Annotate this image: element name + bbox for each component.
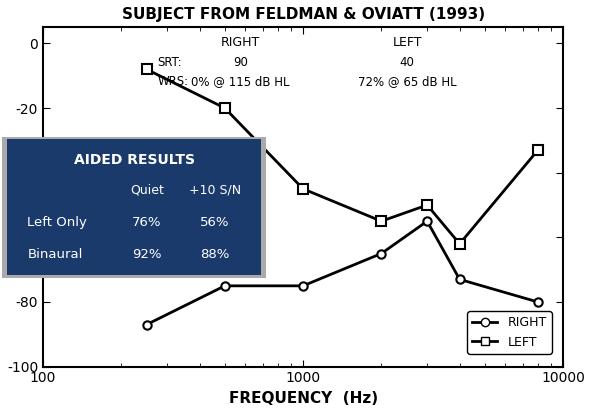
Text: 76%: 76% <box>133 216 162 229</box>
RIGHT <box>456 277 463 282</box>
LEFT <box>300 186 307 191</box>
RIGHT <box>221 283 229 288</box>
Bar <box>7 139 262 275</box>
Line: RIGHT: RIGHT <box>142 217 542 329</box>
Line: LEFT: LEFT <box>141 64 543 249</box>
LEFT <box>535 147 542 152</box>
RIGHT <box>143 322 150 327</box>
Text: RIGHT: RIGHT <box>221 36 260 49</box>
Text: WRS:: WRS: <box>157 76 189 88</box>
Bar <box>2 137 266 278</box>
Title: SUBJECT FROM FELDMAN & OVIATT (1993): SUBJECT FROM FELDMAN & OVIATT (1993) <box>121 7 485 22</box>
Text: AIDED RESULTS: AIDED RESULTS <box>73 153 195 167</box>
X-axis label: FREQUENCY  (Hz): FREQUENCY (Hz) <box>229 391 378 406</box>
Text: 72% @ 65 dB HL: 72% @ 65 dB HL <box>358 76 456 88</box>
RIGHT <box>535 299 542 304</box>
Text: 88%: 88% <box>200 248 229 261</box>
RIGHT <box>378 251 385 256</box>
Text: SRT:: SRT: <box>157 56 182 69</box>
Text: 0% @ 115 dB HL: 0% @ 115 dB HL <box>191 76 290 88</box>
LEFT <box>424 202 431 207</box>
Text: Quiet: Quiet <box>130 183 164 197</box>
Text: 40: 40 <box>400 56 414 69</box>
Text: 56%: 56% <box>200 216 230 229</box>
Text: 92%: 92% <box>133 248 162 261</box>
Text: LEFT: LEFT <box>392 36 422 49</box>
RIGHT <box>300 283 307 288</box>
Text: Left Only: Left Only <box>27 216 88 229</box>
Text: 90: 90 <box>233 56 248 69</box>
LEFT <box>143 67 150 72</box>
LEFT <box>221 106 229 111</box>
RIGHT <box>424 219 431 224</box>
Text: Binaural: Binaural <box>27 248 83 261</box>
LEFT <box>456 241 463 246</box>
LEFT <box>378 219 385 224</box>
Text: +10 S/N: +10 S/N <box>189 183 241 197</box>
Legend: RIGHT, LEFT: RIGHT, LEFT <box>468 311 552 354</box>
